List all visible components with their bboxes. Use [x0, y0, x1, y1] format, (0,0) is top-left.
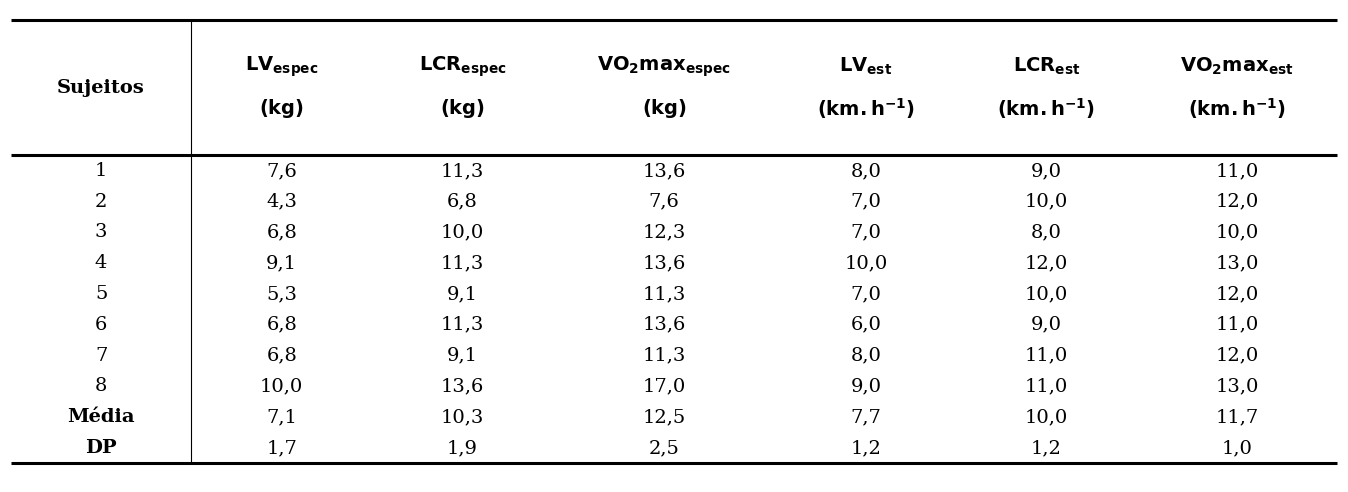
Text: 12,3: 12,3 [643, 223, 686, 242]
Text: 6,8: 6,8 [448, 193, 477, 211]
Text: 11,0: 11,0 [1216, 162, 1259, 180]
Text: DP: DP [85, 439, 117, 457]
Text: 12,0: 12,0 [1216, 346, 1259, 365]
Text: 10,0: 10,0 [844, 254, 887, 272]
Text: 7,6: 7,6 [267, 162, 297, 180]
Text: Sujeitos: Sujeitos [57, 79, 146, 96]
Text: $\bf{(km.h^{-1})}$: $\bf{(km.h^{-1})}$ [1188, 96, 1286, 121]
Text: $\bf{(kg)}$: $\bf{(kg)}$ [642, 97, 686, 120]
Text: 12,5: 12,5 [643, 408, 686, 426]
Text: 6,0: 6,0 [851, 316, 882, 334]
Text: 13,0: 13,0 [1216, 254, 1259, 272]
Text: $\bf{VO_2max}_{\bf{espec}}$: $\bf{VO_2max}_{\bf{espec}}$ [597, 54, 731, 79]
Text: 12,0: 12,0 [1216, 285, 1259, 303]
Text: 10,0: 10,0 [1024, 408, 1068, 426]
Text: 1,9: 1,9 [446, 439, 477, 457]
Text: 8,0: 8,0 [1031, 223, 1062, 242]
Text: 5: 5 [94, 285, 108, 303]
Text: 13,6: 13,6 [643, 162, 686, 180]
Text: 11,3: 11,3 [441, 162, 484, 180]
Text: 5,3: 5,3 [266, 285, 297, 303]
Text: 13,6: 13,6 [441, 377, 484, 395]
Text: 4,3: 4,3 [266, 193, 297, 211]
Text: 11,7: 11,7 [1216, 408, 1259, 426]
Text: 8,0: 8,0 [851, 162, 882, 180]
Text: 13,6: 13,6 [643, 316, 686, 334]
Text: $\bf{(km.h^{-1})}$: $\bf{(km.h^{-1})}$ [998, 96, 1096, 121]
Text: 1: 1 [94, 162, 108, 180]
Text: $\bf{LCR}_{\bf{espec}}$: $\bf{LCR}_{\bf{espec}}$ [419, 54, 506, 79]
Text: 9,1: 9,1 [446, 346, 477, 365]
Text: 9,1: 9,1 [446, 285, 477, 303]
Text: 7,7: 7,7 [851, 408, 882, 426]
Text: 9,0: 9,0 [851, 377, 882, 395]
Text: 11,0: 11,0 [1216, 316, 1259, 334]
Text: 1,7: 1,7 [267, 439, 297, 457]
Text: 7,0: 7,0 [851, 223, 882, 242]
Text: 6: 6 [94, 316, 108, 334]
Text: $\bf{VO_2max}_{\bf{est}}$: $\bf{VO_2max}_{\bf{est}}$ [1181, 56, 1294, 77]
Text: 6,8: 6,8 [267, 223, 297, 242]
Text: 10,0: 10,0 [1024, 285, 1068, 303]
Text: 7,6: 7,6 [648, 193, 679, 211]
Text: 3: 3 [94, 223, 108, 242]
Text: 17,0: 17,0 [643, 377, 686, 395]
Text: $\bf{(kg)}$: $\bf{(kg)}$ [439, 97, 485, 120]
Text: 10,0: 10,0 [260, 377, 303, 395]
Text: 9,1: 9,1 [266, 254, 297, 272]
Text: $\bf{LCR}_{\bf{est}}$: $\bf{LCR}_{\bf{est}}$ [1012, 56, 1080, 77]
Text: 9,0: 9,0 [1031, 316, 1062, 334]
Text: 6,8: 6,8 [267, 346, 297, 365]
Text: 10,0: 10,0 [1216, 223, 1259, 242]
Text: 2,5: 2,5 [648, 439, 679, 457]
Text: $\bf{LV}_{\bf{espec}}$: $\bf{LV}_{\bf{espec}}$ [245, 54, 318, 79]
Text: 10,0: 10,0 [441, 223, 484, 242]
Text: $\bf{LV}_{\bf{est}}$: $\bf{LV}_{\bf{est}}$ [840, 56, 892, 77]
Text: 2: 2 [94, 193, 108, 211]
Text: 8,0: 8,0 [851, 346, 882, 365]
Text: 11,3: 11,3 [441, 316, 484, 334]
Text: $\bf{(km.h^{-1})}$: $\bf{(km.h^{-1})}$ [817, 96, 915, 121]
Text: 6,8: 6,8 [267, 316, 297, 334]
Text: 9,0: 9,0 [1031, 162, 1062, 180]
Text: 12,0: 12,0 [1216, 193, 1259, 211]
Text: 11,3: 11,3 [643, 285, 686, 303]
Text: 11,0: 11,0 [1024, 346, 1068, 365]
Text: 1,2: 1,2 [1031, 439, 1062, 457]
Text: 7,0: 7,0 [851, 193, 882, 211]
Text: 10,0: 10,0 [1024, 193, 1068, 211]
Text: 12,0: 12,0 [1024, 254, 1068, 272]
Text: 7,1: 7,1 [267, 408, 297, 426]
Text: 11,3: 11,3 [441, 254, 484, 272]
Text: 13,6: 13,6 [643, 254, 686, 272]
Text: $\bf{(kg)}$: $\bf{(kg)}$ [259, 97, 305, 120]
Text: 1,0: 1,0 [1221, 439, 1252, 457]
Text: 7,0: 7,0 [851, 285, 882, 303]
Text: 11,3: 11,3 [643, 346, 686, 365]
Text: 11,0: 11,0 [1024, 377, 1068, 395]
Text: 1,2: 1,2 [851, 439, 882, 457]
Text: 4: 4 [94, 254, 108, 272]
Text: 10,3: 10,3 [441, 408, 484, 426]
Text: 8: 8 [94, 377, 108, 395]
Text: 7: 7 [94, 346, 108, 365]
Text: 13,0: 13,0 [1216, 377, 1259, 395]
Text: Média: Média [67, 408, 135, 426]
